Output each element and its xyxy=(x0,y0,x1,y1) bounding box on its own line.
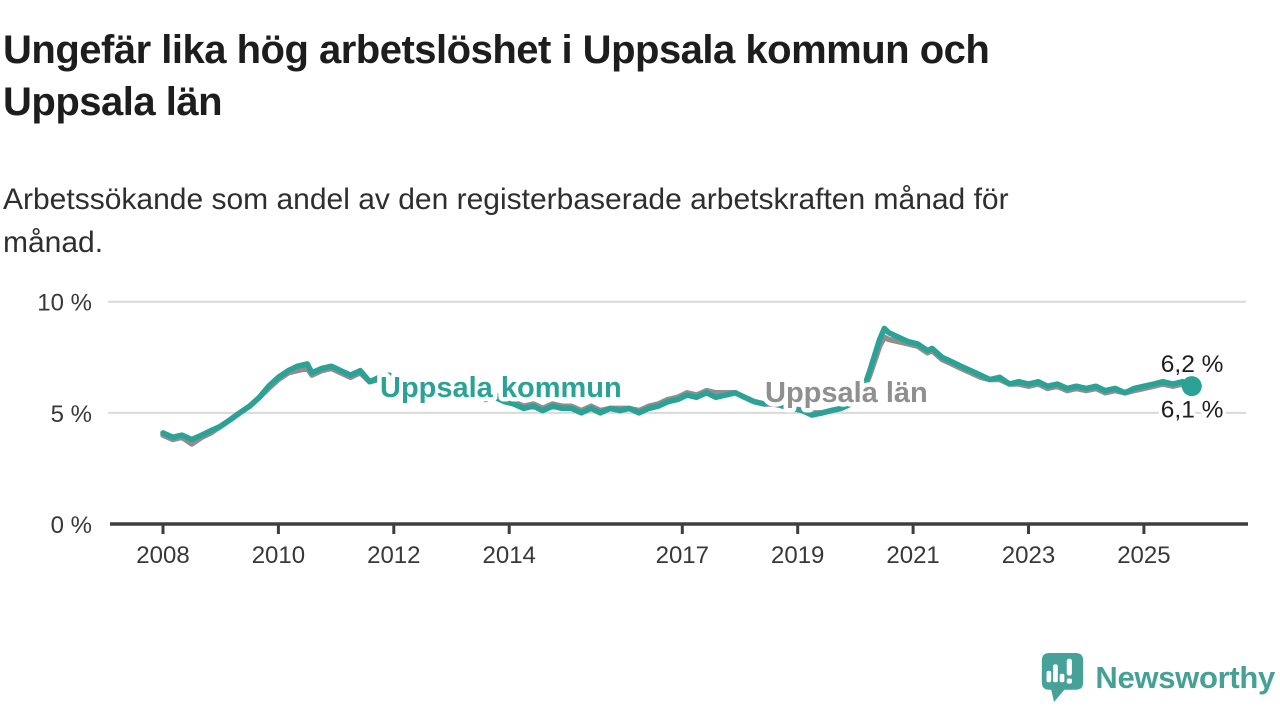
chart-subtitle-line1: Arbetssökande som andel av den registerb… xyxy=(3,183,1009,216)
series-label-uppsala-lan: Uppsala län xyxy=(765,377,928,409)
x-axis-tick-label: 2025 xyxy=(1117,542,1170,569)
chart-subtitle-line2: månad. xyxy=(3,226,104,259)
x-axis-tick-label: 2023 xyxy=(1002,542,1055,569)
newsworthy-logo-text: Newsworthy xyxy=(1095,659,1275,695)
newsworthy-logo: Newsworthy xyxy=(1039,651,1275,704)
x-axis-tick-label: 2012 xyxy=(367,542,420,569)
series-label-uppsala-kommun: Uppsala kommun xyxy=(380,372,622,404)
series-end-dot xyxy=(1181,376,1202,397)
y-axis-tick-label: 10 % xyxy=(37,290,92,317)
y-axis-tick-label: 5 % xyxy=(51,401,92,428)
y-axis-tick-label: 0 % xyxy=(51,512,92,539)
bar-chart-speech-bubble-icon xyxy=(1042,653,1084,702)
x-axis-tick-label: 2010 xyxy=(252,542,305,569)
x-axis-tick-label: 2019 xyxy=(771,542,824,569)
end-value-label: 6,2 % xyxy=(1161,351,1224,378)
page-title-line1: Ungefär lika hög arbetslöshet i Uppsala … xyxy=(3,28,990,72)
chart-subtitle: Arbetssökande som andel av den registerb… xyxy=(3,178,1193,264)
page-title: Ungefär lika hög arbetslöshet i Uppsala … xyxy=(3,24,1183,128)
x-axis-tick-label: 2021 xyxy=(886,542,939,569)
page-title-line2: Uppsala län xyxy=(3,80,223,124)
end-value-label: 6,1 % xyxy=(1161,396,1224,423)
x-axis-tick-label: 2014 xyxy=(483,542,536,569)
series-line-uppsala-lan xyxy=(160,334,1195,447)
series-line-uppsala-kommun xyxy=(160,325,1195,443)
x-axis-tick-label: 2017 xyxy=(656,542,709,569)
x-axis-tick-label: 2008 xyxy=(136,542,189,569)
